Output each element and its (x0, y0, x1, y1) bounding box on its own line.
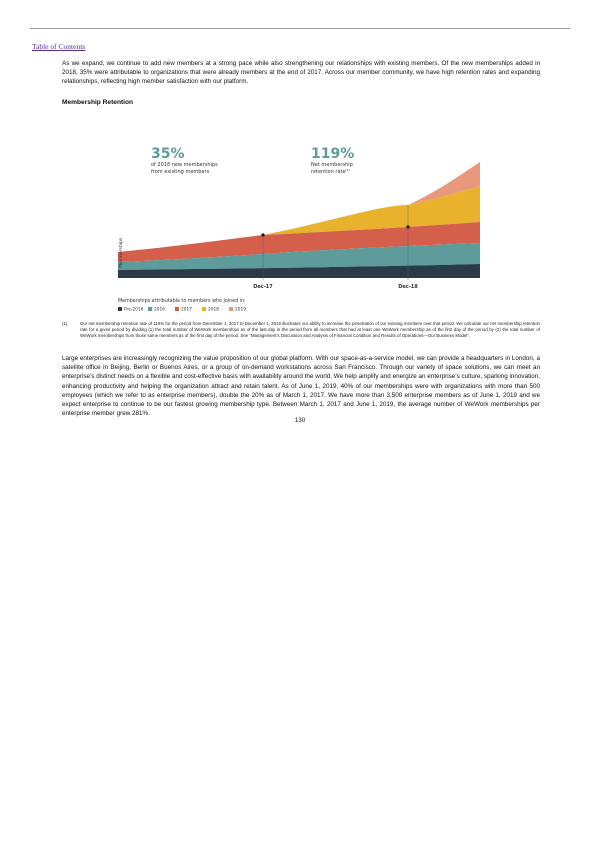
area (118, 222, 480, 262)
stat-caption: Net membership (311, 162, 353, 168)
footnote-number: (1) (62, 321, 68, 326)
area (263, 186, 480, 235)
x-label: Dec-18 (398, 284, 418, 290)
section-heading: Membership Retention (62, 99, 134, 106)
legend-label: 2017 (181, 307, 192, 313)
legend-label: Pre-2016 (124, 307, 144, 313)
paragraph: As we expand, we continue to add new mem… (62, 60, 540, 86)
stat-caption: of 2018 new memberships (151, 162, 218, 168)
note-ref: (1) (346, 168, 350, 172)
stat-caption: from existing members (151, 169, 210, 175)
footnote: Our net membership retention rate of 119… (80, 321, 540, 338)
legend: Pre-2016 2016 2017 2018 2019 (118, 307, 246, 313)
legend-swatch (229, 307, 233, 311)
paragraph: Large enterprises are increasingly recog… (62, 355, 540, 418)
legend-title: Memberships attributable to members who … (118, 298, 246, 304)
legend-swatch (118, 307, 122, 311)
legend-label: 2019 (235, 307, 246, 313)
stat-value: 119% (311, 146, 354, 162)
stat-caption: retention rate(1) (311, 168, 350, 175)
area (118, 264, 480, 278)
top-rule (30, 28, 570, 29)
legend-swatch (175, 307, 179, 311)
page-number: 130 (294, 417, 306, 424)
area (408, 162, 480, 205)
toc-link[interactable]: Table of Contents (32, 42, 86, 51)
legend-label: 2016 (154, 307, 165, 313)
x-label: Dec-17 (253, 284, 273, 290)
legend-swatch (202, 307, 206, 311)
stat-value: 35% (151, 146, 185, 162)
y-label: Memberships (118, 237, 124, 268)
area (118, 243, 480, 270)
legend-swatch (148, 307, 152, 311)
chart: 35% of 2018 new memberships from existin… (118, 146, 480, 313)
caption-text: retention rate (311, 169, 346, 175)
legend-label: 2018 (208, 307, 219, 313)
